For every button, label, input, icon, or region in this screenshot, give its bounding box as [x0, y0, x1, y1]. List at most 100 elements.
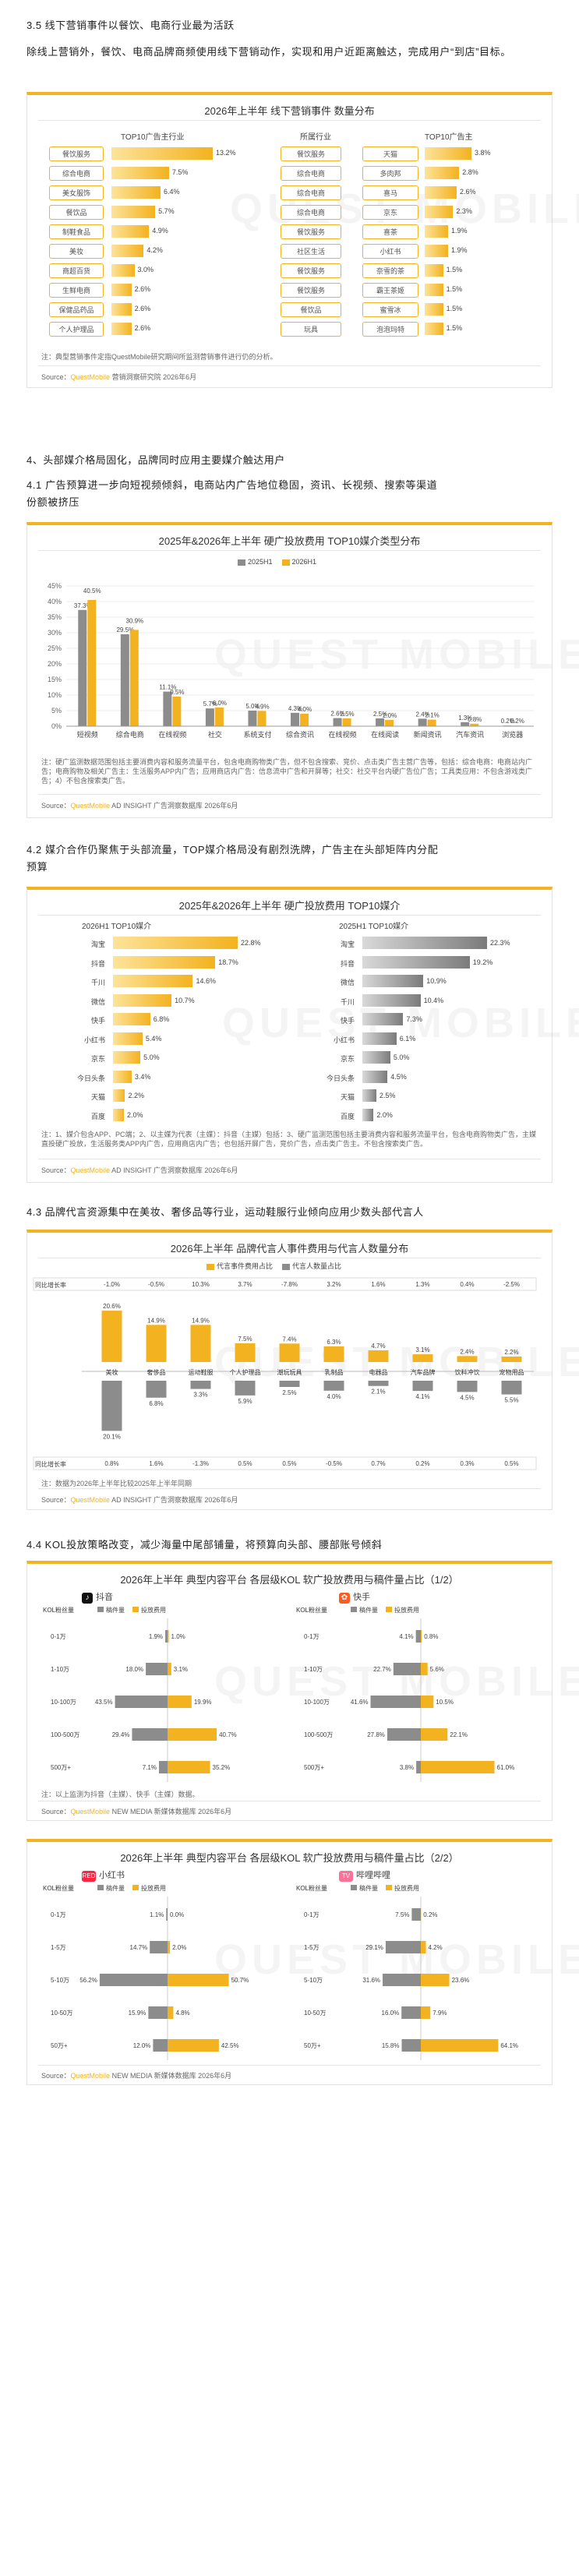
- platform-douyin: ♪ 抖音: [82, 1590, 113, 1604]
- industry-bar: [111, 225, 150, 238]
- posts-bar: [401, 2039, 421, 2052]
- media-name: 淘宝: [340, 940, 355, 948]
- posts-value: 15.9%: [129, 2010, 147, 2017]
- bar-2026H1: [427, 719, 436, 726]
- card-note: 注：1、媒介包含APP、PC端；2、以主媒为代表（主媒）：抖音（主媒）包括：3、…: [41, 1131, 537, 1148]
- industry-value: 7.5%: [171, 168, 189, 176]
- spend-value: 4.8%: [175, 2010, 189, 2017]
- posts-value: 1.9%: [149, 1633, 163, 1640]
- posts-value: 7.1%: [143, 1764, 157, 1771]
- card-note: 注：以上监测为抖音（主媒）、快手（主媒）数据。: [41, 1791, 199, 1798]
- bar-2026H1: [214, 708, 224, 726]
- spend-bar: [168, 2006, 174, 2019]
- chart-legend: 2025H1 2026H1: [238, 558, 316, 566]
- media-name: 京东: [340, 1055, 355, 1063]
- category-label: 潮玩玩具: [277, 1368, 302, 1376]
- category-label: 饮料冲饮: [455, 1368, 480, 1376]
- spend-value: 14.9%: [192, 1317, 210, 1324]
- x-tick-label: 在线视频: [329, 730, 357, 739]
- media-bar-2025: [362, 1032, 397, 1045]
- spend-bar: [421, 1663, 428, 1675]
- media-value-2025: 22.3%: [490, 939, 510, 947]
- industry-label: 餐饮服务: [49, 146, 104, 161]
- media-bar-2025: [362, 937, 487, 949]
- advertiser-value: 1.5%: [446, 324, 463, 332]
- spend-bar: [279, 1343, 300, 1362]
- spend-bar: [412, 1354, 433, 1362]
- bar-2026H1: [300, 714, 309, 726]
- platform-bilibili: TV 哔哩哔哩: [339, 1868, 390, 1882]
- advertiser-value: 3.8%: [475, 149, 491, 157]
- media-bar-2026: [113, 1070, 132, 1083]
- tier-label: 1-5万: [304, 1944, 320, 1951]
- count-value: 4.1%: [415, 1393, 429, 1400]
- industry-value: 3.0%: [137, 266, 154, 273]
- spend-value: 0.0%: [170, 1911, 184, 1918]
- bar-2026H1: [129, 630, 139, 726]
- posts-value: 7.5%: [395, 1911, 409, 1918]
- growth-top-value: 3.7%: [238, 1281, 252, 1288]
- industry-value: 6.4%: [164, 188, 180, 196]
- spend-bar: [168, 1696, 192, 1708]
- advertiser-name: 霸王茶姬: [362, 283, 418, 298]
- y-tick-label: 0%: [51, 722, 62, 730]
- posts-value: 3.8%: [400, 1764, 414, 1771]
- count-value: 3.3%: [193, 1392, 207, 1399]
- spend-bar: [168, 2039, 219, 2052]
- card-note: 注：典型营销事件定指QuestMobile研究期间所监测营销事件进行仍的分析。: [41, 353, 277, 361]
- tier-axis-label: KOL粉丝量: [296, 1606, 327, 1614]
- x-tick-label: 在线视频: [158, 730, 186, 739]
- bar-2025H1: [333, 718, 342, 726]
- advertiser-name: 喜茶: [362, 224, 418, 239]
- legend-swatch-spend: [132, 1607, 139, 1612]
- x-tick-label: 浏览器: [502, 730, 523, 739]
- industry-value: 4.2%: [147, 246, 163, 254]
- legend-label: 稿件量: [359, 1884, 378, 1892]
- posts-bar: [146, 1663, 168, 1675]
- advertiser-name: 奈雪的茶: [362, 263, 418, 278]
- count-bar: [190, 1381, 211, 1389]
- posts-bar: [385, 1941, 421, 1953]
- media-bar-2026: [113, 1108, 125, 1121]
- advertiser-bar: [425, 225, 448, 238]
- tier-label: 10-100万: [304, 1699, 330, 1706]
- industry-value: 2.6%: [134, 324, 151, 332]
- advertiser-industry: 综合电商: [281, 205, 341, 220]
- tier-axis-label: KOL粉丝量: [43, 1884, 74, 1892]
- spend-value: 2.4%: [460, 1348, 474, 1355]
- legend-item-count: 代言人数量占比: [282, 1261, 341, 1271]
- industry-bar: [111, 303, 132, 316]
- tier-label: 0-1万: [51, 1633, 66, 1640]
- media-bar-2025: [362, 1089, 376, 1102]
- advertiser-bar: [425, 264, 443, 277]
- posts-value: 27.8%: [367, 1731, 385, 1738]
- media-type-card: QUEST MOBILE 2025年&2026年上半年 硬广投放费用 TOP10…: [26, 522, 579, 818]
- x-tick-label: 社交: [208, 730, 222, 739]
- media-bar-2025: [362, 993, 421, 1007]
- growth-bottom-value: 0.3%: [460, 1460, 474, 1467]
- x-tick-label: 综合电商: [116, 730, 144, 739]
- bar-value-label: 2.5%: [340, 711, 354, 718]
- count-bar: [235, 1381, 256, 1396]
- kol-card-2: QUEST MOBILE 2026年上半年 典型内容平台 各层级KOL 软广投放…: [26, 1839, 579, 2085]
- tier-label: 50万+: [51, 2042, 68, 2049]
- media-bar-2026: [113, 975, 193, 987]
- media-bar-2025: [362, 1051, 390, 1064]
- posts-bar: [115, 1696, 168, 1708]
- bar-value-label: 2.6%: [330, 711, 344, 718]
- category-label: 乳制品: [325, 1368, 344, 1376]
- posts-bar: [150, 1941, 168, 1953]
- spend-bar: [421, 1696, 434, 1708]
- spend-value: 4.7%: [371, 1343, 385, 1350]
- bar-value-label: 4.0%: [298, 706, 312, 713]
- media-name: 百度: [340, 1112, 355, 1120]
- media-bar-2026: [113, 1089, 125, 1102]
- category-label: 运动鞋服: [189, 1368, 214, 1376]
- industry-label: 制鞋食品: [49, 224, 104, 239]
- growth-bottom-value: 0.5%: [504, 1460, 518, 1467]
- industry-bar: [111, 264, 135, 277]
- bar-2026H1: [257, 711, 267, 726]
- spend-bar: [168, 1663, 171, 1675]
- media-value-2025: 2.0%: [376, 1110, 393, 1119]
